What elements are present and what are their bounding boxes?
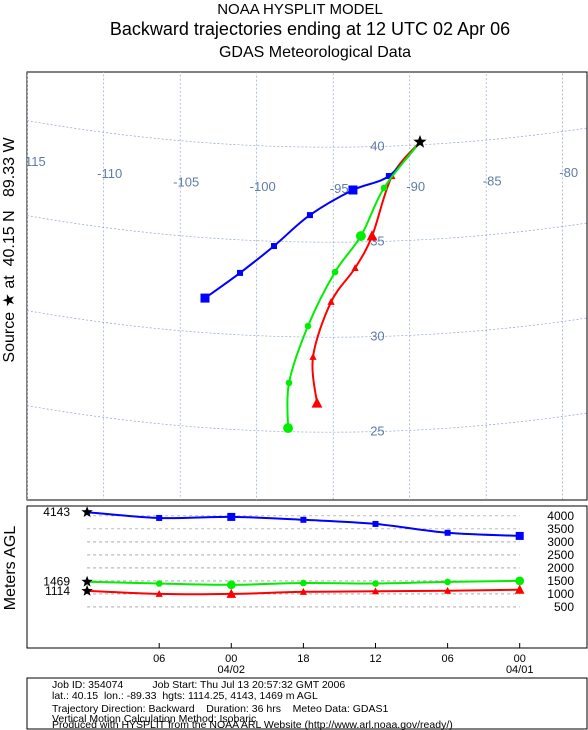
marker-triangle xyxy=(444,586,452,594)
footer-line: Job ID: 354074 Job Start: Thu Jul 13 20:… xyxy=(52,679,345,691)
x-tick-label: 00 xyxy=(225,653,237,665)
marker-square xyxy=(237,269,244,276)
title: NOAA HYSPLIT MODEL xyxy=(217,1,383,18)
y-tick-label: 2500 xyxy=(547,548,574,562)
start-height-label: 1114 xyxy=(45,584,70,598)
trajectory-line xyxy=(311,141,421,404)
meridian-label: -100 xyxy=(250,179,276,194)
marker-square xyxy=(306,212,313,219)
parallel-label: 40 xyxy=(370,139,384,154)
meridian-label: -110 xyxy=(97,166,122,181)
meridian-label: -85 xyxy=(483,174,502,189)
marker-triangle xyxy=(309,352,317,360)
x-tick-label: 12 xyxy=(369,653,381,665)
marker-square xyxy=(515,531,524,540)
source-star xyxy=(413,135,427,148)
marker-circle xyxy=(380,184,388,192)
marker-circle xyxy=(226,580,236,590)
source-line: GDAS Meteorological Data xyxy=(219,44,411,61)
subtitle: Backward trajectories ending at 12 UTC 0… xyxy=(110,19,510,39)
start-height-label: 4143 xyxy=(43,505,70,519)
map-frame xyxy=(26,71,588,501)
marker-circle xyxy=(372,580,379,587)
marker-triangle xyxy=(311,397,323,408)
marker-square xyxy=(156,514,163,521)
marker-triangle xyxy=(226,588,237,598)
start-star xyxy=(81,584,93,596)
start-star xyxy=(81,506,93,517)
x-tick-label: 06 xyxy=(441,653,453,665)
parallel xyxy=(27,120,587,148)
footer: Job ID: 354074 Job Start: Thu Jul 13 20:… xyxy=(52,679,453,730)
footer-frame xyxy=(26,677,588,730)
marker-square xyxy=(227,512,236,521)
footer-line: Produced with HYSPLIT from the NOAA ARL … xyxy=(52,719,453,730)
marker-square xyxy=(348,185,358,195)
marker-square xyxy=(270,243,277,250)
footer-line: Vertical Motion Calculation Method: Isob… xyxy=(52,713,256,725)
y-tick-label: 500 xyxy=(554,600,574,614)
marker-square xyxy=(372,520,379,527)
parallel-label: 25 xyxy=(370,424,384,439)
side-label: Source ★ at 40.15 N 89.33 W xyxy=(1,137,18,363)
y-tick-label: 1500 xyxy=(547,574,574,588)
marker-circle xyxy=(283,423,294,434)
marker-triangle xyxy=(155,590,163,597)
marker-triangle xyxy=(327,297,335,305)
marker-circle xyxy=(304,322,312,330)
y-tick-label: 4000 xyxy=(547,509,574,523)
meridian-label: -105 xyxy=(173,174,199,189)
height-ylabel: Meters AGL xyxy=(2,526,19,611)
meridian-label: -115 xyxy=(21,154,46,169)
y-tick-label: 3000 xyxy=(547,535,574,549)
marker-triangle xyxy=(299,587,307,595)
marker-triangle xyxy=(371,587,380,595)
marker-circle xyxy=(300,579,307,587)
x-tick-label: 18 xyxy=(297,653,309,665)
marker-circle xyxy=(355,231,366,241)
date-label: 04/01 xyxy=(506,664,534,676)
y-tick-label: 3500 xyxy=(547,522,574,536)
x-tick-label: 06 xyxy=(153,653,165,665)
trajectory-line xyxy=(286,141,421,429)
marker-circle xyxy=(515,576,525,586)
meridian-label: -95 xyxy=(330,181,349,196)
start-height-label: 1469 xyxy=(43,575,70,589)
meridian-label: -90 xyxy=(406,179,425,194)
marker-circle xyxy=(285,379,293,387)
height-frame xyxy=(26,505,588,649)
marker-triangle xyxy=(366,230,378,241)
marker-square xyxy=(200,293,210,303)
marker-circle xyxy=(444,578,451,586)
marker-circle xyxy=(155,580,163,587)
x-tick-label: 00 xyxy=(514,653,526,665)
parallel xyxy=(27,310,587,338)
marker-triangle xyxy=(351,264,359,272)
marker-triangle xyxy=(514,584,525,594)
marker-circle xyxy=(331,268,339,276)
start-star xyxy=(81,575,93,587)
marker-square xyxy=(385,173,392,180)
y-tick-label: 2000 xyxy=(547,561,574,575)
marker-square xyxy=(444,529,451,536)
y-tick-label: 1000 xyxy=(547,587,574,601)
footer-line: Trajectory Direction: Backward Duration:… xyxy=(52,703,388,715)
parallel-label: 30 xyxy=(370,329,384,344)
meridian-label: -80 xyxy=(559,165,578,180)
parallel xyxy=(27,215,587,243)
marker-square xyxy=(300,516,307,523)
date-label: 04/02 xyxy=(218,664,246,676)
footer-line: lat.: 40.15 lon.: -89.33 hgts: 1114.25, … xyxy=(52,690,318,702)
